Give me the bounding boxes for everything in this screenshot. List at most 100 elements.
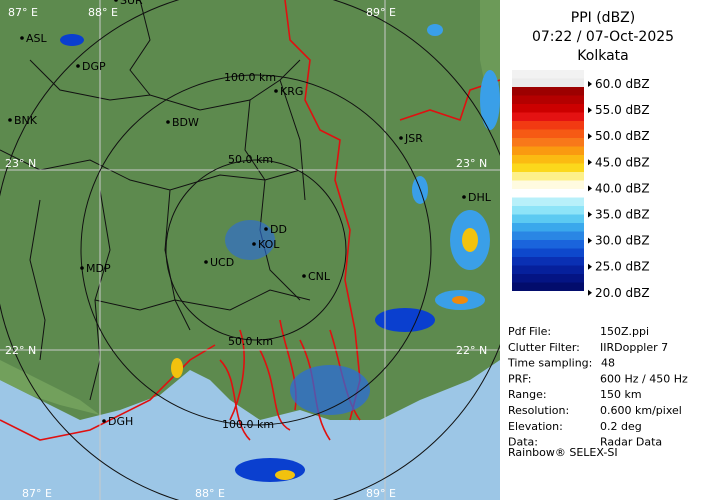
- info-value: 0.2 deg: [600, 420, 642, 433]
- color-step: [512, 197, 584, 206]
- legend-label: 35.0 dBZ: [595, 208, 650, 222]
- grid-label: 89° E: [366, 487, 396, 500]
- grid-label: 23° N: [5, 157, 36, 170]
- legend-label: 45.0 dBZ: [595, 155, 650, 169]
- place-dot: [8, 118, 12, 122]
- legend-arrow: [588, 107, 592, 114]
- range-label: 100.0 km: [222, 418, 274, 431]
- info-value: 150Z.ppi: [600, 325, 649, 338]
- color-step: [512, 70, 584, 79]
- place-label: BNK: [14, 114, 38, 127]
- info-key: Time sampling:: [507, 357, 592, 370]
- place-dot: [274, 89, 278, 93]
- info-key: Elevation:: [508, 420, 563, 433]
- color-step: [512, 163, 584, 172]
- legend-arrow: [588, 133, 592, 140]
- timestamp: 07:22 / 07-Oct-2025: [532, 29, 674, 45]
- footer: Rainbow® SELEX-SI: [508, 446, 618, 459]
- side-panel: PPI (dBZ) 07:22 / 07-Oct-2025 Kolkata 60…: [500, 0, 706, 500]
- info-value: 150 km: [600, 388, 642, 401]
- map: 87° E 88° E 89° E 23° N 23° N 22° N 22° …: [0, 0, 519, 500]
- place-dot: [166, 120, 170, 124]
- info-key: PRF:: [508, 372, 531, 385]
- place-dot: [462, 195, 466, 199]
- color-step: [512, 172, 584, 181]
- legend-arrow: [588, 185, 592, 192]
- legend-arrow: [588, 211, 592, 218]
- station: Kolkata: [577, 48, 628, 64]
- info-value: 48: [601, 357, 615, 370]
- title: PPI (dBZ): [571, 10, 635, 26]
- grid-label: 89° E: [366, 6, 396, 19]
- place-label: DGH: [108, 415, 133, 428]
- info-key: Data:: [508, 436, 538, 449]
- color-step: [512, 138, 584, 147]
- info-key: Resolution:: [508, 404, 569, 417]
- legend-arrow: [588, 159, 592, 166]
- info-value: 600 Hz / 450 Hz: [600, 372, 688, 385]
- info-value: Radar Data: [600, 436, 662, 449]
- color-legend: 60.0 dBZ 55.0 dBZ 50.0 dBZ 45.0 dBZ 40.0 dBZ…: [588, 77, 650, 300]
- place-dot: [204, 260, 208, 264]
- info-key: Range:: [508, 388, 547, 401]
- color-step: [512, 240, 584, 249]
- place-dot: [20, 36, 24, 40]
- place-label: UCD: [210, 256, 234, 269]
- place-label: KRG: [280, 85, 303, 98]
- color-step: [512, 223, 584, 232]
- color-step: [512, 180, 584, 189]
- boundaries: [0, 0, 501, 441]
- place-dot: [80, 266, 84, 270]
- info-table: Pdf File: 150Z.ppi Clutter Filter: IIRDoppl…: [507, 325, 688, 449]
- info-value: IIRDoppler 7: [600, 341, 668, 354]
- place-label: ASL: [26, 32, 48, 45]
- grid-label: 87° E: [22, 487, 52, 500]
- place-dot: [76, 64, 80, 68]
- color-step: [512, 104, 584, 113]
- place-label: BDW: [172, 116, 199, 129]
- color-step: [512, 146, 584, 155]
- info-key: Pdf File:: [508, 325, 551, 338]
- grid-label: 22° N: [5, 344, 36, 357]
- legend-label: 30.0 dBZ: [595, 234, 650, 248]
- legend-arrow: [588, 289, 592, 296]
- color-step: [512, 155, 584, 164]
- grid-label: 88° E: [88, 6, 118, 19]
- place-dot: [302, 274, 306, 278]
- range-label: 50.0 km: [228, 153, 273, 166]
- place-label: DHL: [468, 191, 492, 204]
- legend-label: 20.0 dBZ: [595, 286, 650, 300]
- grid-label: 22° N: [456, 344, 487, 357]
- color-step: [512, 231, 584, 240]
- color-step: [512, 214, 584, 223]
- legend-label: 25.0 dBZ: [595, 260, 650, 274]
- color-step: [512, 121, 584, 130]
- color-step: [512, 95, 584, 104]
- color-step: [512, 257, 584, 266]
- grid-labels: 87° E 88° E 89° E 23° N 23° N 22° N 22° …: [5, 6, 487, 500]
- place-label: DGP: [82, 60, 106, 73]
- legend-label: 50.0 dBZ: [595, 129, 650, 143]
- place-dot: [102, 419, 106, 423]
- place-label: SUR: [120, 0, 143, 7]
- color-step: [512, 129, 584, 138]
- legend-label: 40.0 dBZ: [595, 181, 650, 195]
- range-label: 50.0 km: [228, 335, 273, 348]
- place-dot: [399, 136, 403, 140]
- color-step: [512, 265, 584, 274]
- place-dot: [264, 227, 268, 231]
- places: SUR ASL DGP BNK BDW KRG JSR DHL MDP UCD KOL DD CNL DG…: [8, 0, 492, 428]
- color-step: [512, 248, 584, 257]
- place-dot: [252, 242, 256, 246]
- legend-arrow: [588, 263, 592, 270]
- color-step: [512, 87, 584, 96]
- grid-label: 23° N: [456, 157, 487, 170]
- color-step: [512, 78, 584, 87]
- legend-label: 60.0 dBZ: [595, 77, 650, 91]
- legend-label: 55.0 dBZ: [595, 103, 650, 117]
- range-label: 100.0 km: [224, 71, 276, 84]
- color-step: [512, 282, 584, 291]
- grid-label: 87° E: [8, 6, 38, 19]
